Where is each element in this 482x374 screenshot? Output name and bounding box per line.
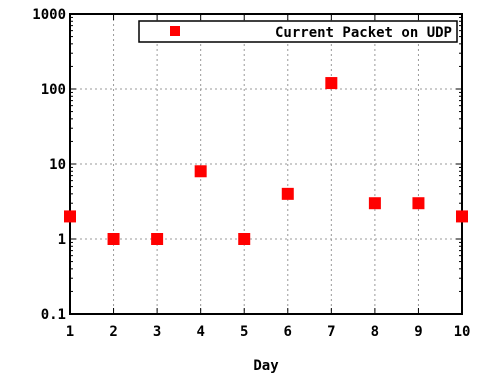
legend-swatch [170,26,180,36]
legend: Current Packet on UDP [138,20,458,43]
data-point [368,197,381,210]
x-tick-label: 5 [240,324,248,340]
data-point [151,233,164,245]
data-point [325,77,338,90]
x-tick-label: 8 [371,324,379,340]
x-tick-label: 4 [196,324,204,340]
legend-label: Current Packet on UDP [275,25,452,41]
x-tick-label: 6 [284,324,292,340]
x-tick-label: 2 [109,324,117,340]
y-tick-label: 1 [58,232,66,248]
data-point [107,233,120,245]
data-point [281,187,294,200]
y-tick-labels: 0.1 1 10 100 1000 [32,7,462,323]
legend-box [138,20,458,43]
y-tick-label: 0.1 [41,307,66,323]
x-tick-label: 1 [66,324,74,340]
data-point [412,197,425,210]
plot-frame [69,13,463,315]
x-tick-label: 9 [414,324,422,340]
data-point [194,165,207,178]
y-tick-label: 1000 [32,7,66,23]
x-tick-label: 7 [327,324,335,340]
y-tick-label: 100 [41,82,66,98]
x-axis-label: Day [253,358,279,374]
data-point [456,210,468,223]
x-tick-label: 3 [153,324,161,340]
data-point [238,233,251,245]
x-tick-label: 10 [454,324,471,340]
grid [70,14,462,314]
data-points [64,77,468,245]
y-tick-label: 10 [49,157,66,173]
data-point [64,210,76,223]
